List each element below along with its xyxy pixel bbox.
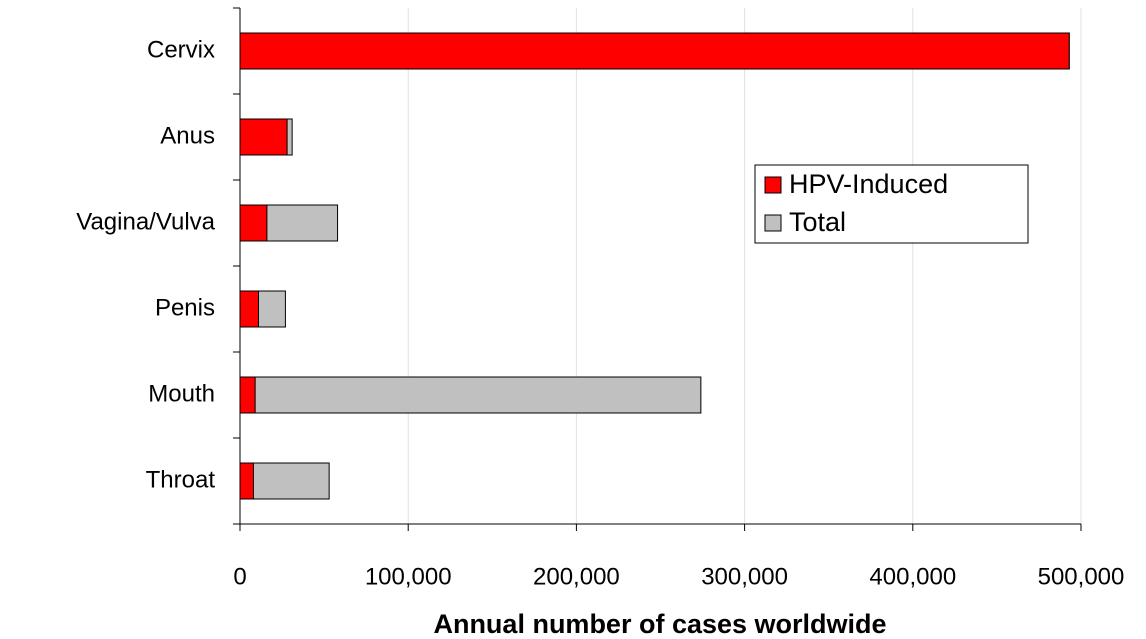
x-tick-label: 200,000 [533,563,620,590]
bar [239,376,256,414]
x-tick-label: 500,000 [1038,563,1125,590]
legend-swatch [764,214,782,232]
bar [239,290,260,328]
y-tick-label: Anus [160,122,215,149]
x-tick-label: 100,000 [365,563,452,590]
legend-label: Total [789,207,846,237]
y-tick-label: Vagina/Vulva [76,208,215,235]
y-tick-label: Mouth [148,380,215,407]
y-tick-label: Throat [146,466,216,493]
legend-label: HPV-Induced [789,169,948,199]
bar [239,118,288,156]
legend-box [754,164,1029,244]
bar [239,32,1070,70]
legend-swatch [764,176,782,194]
y-tick-label: Cervix [147,36,215,63]
bar [239,376,702,414]
bar [239,462,330,500]
x-tick-label: 400,000 [869,563,956,590]
bar [239,204,268,242]
bar [239,462,254,500]
x-axis-title: Annual number of cases worldwide [433,609,886,639]
y-tick-label: Penis [155,294,215,321]
x-tick-label: 300,000 [701,563,788,590]
x-tick-label: 0 [233,563,246,590]
